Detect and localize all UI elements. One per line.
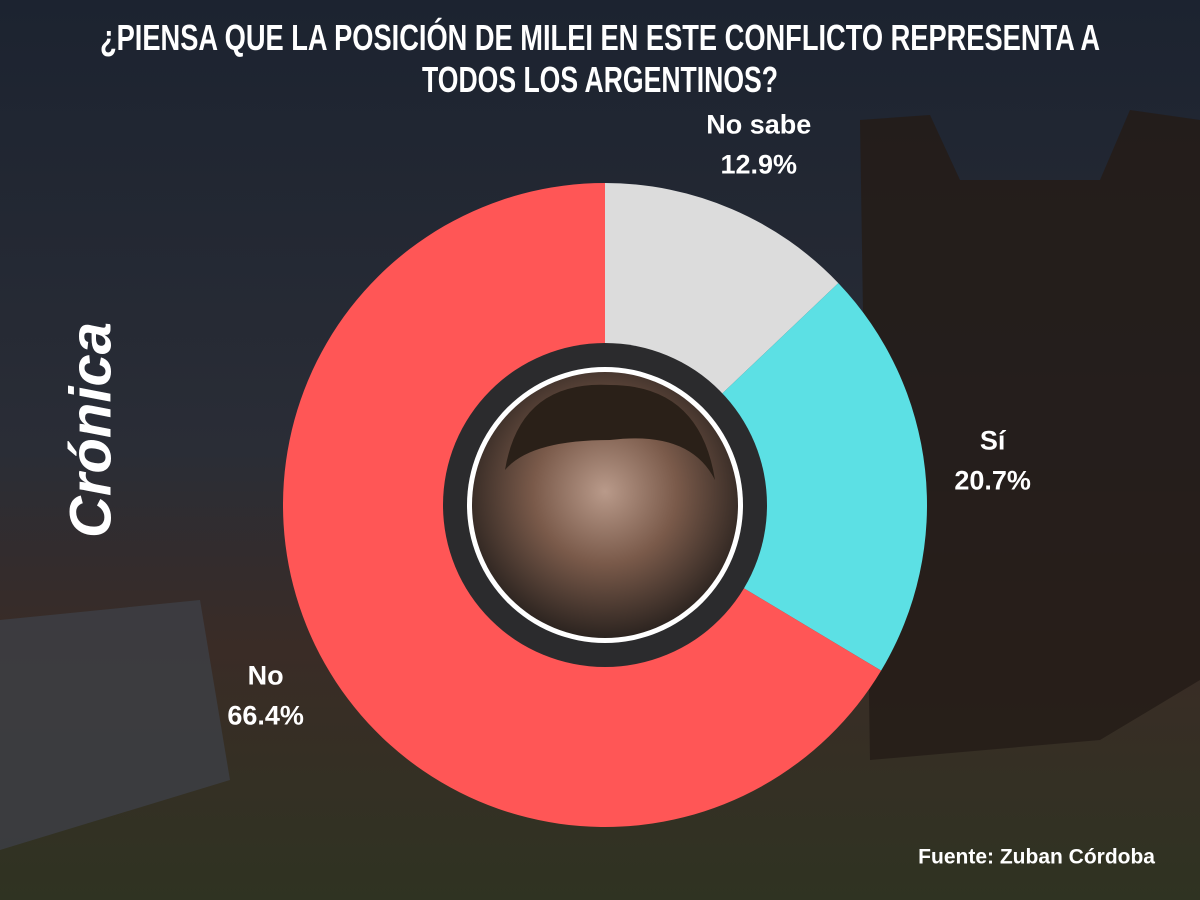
slice (720, 283, 928, 671)
logo: Crónica (58, 322, 123, 538)
value-label: 12.9% (720, 150, 797, 180)
donut (283, 182, 928, 827)
chart-title: TODOS LOS ARGENTINOS? (422, 59, 778, 100)
value-label: 20.7% (954, 465, 1031, 495)
slice-label: No sabe (706, 110, 811, 140)
background-shape (0, 600, 230, 850)
chart-title: ¿PIENSA QUE LA POSICIÓN DE MILEI EN ESTE… (100, 16, 1100, 58)
slice (283, 182, 882, 827)
slice (605, 183, 839, 395)
value-label: 66.4% (227, 700, 304, 730)
photo-hair (505, 384, 715, 480)
background-shape (860, 110, 1200, 760)
slice-label: Sí (980, 425, 1007, 455)
source: Fuente: Zuban Córdoba (918, 846, 1155, 869)
slice-label: No (248, 660, 284, 690)
